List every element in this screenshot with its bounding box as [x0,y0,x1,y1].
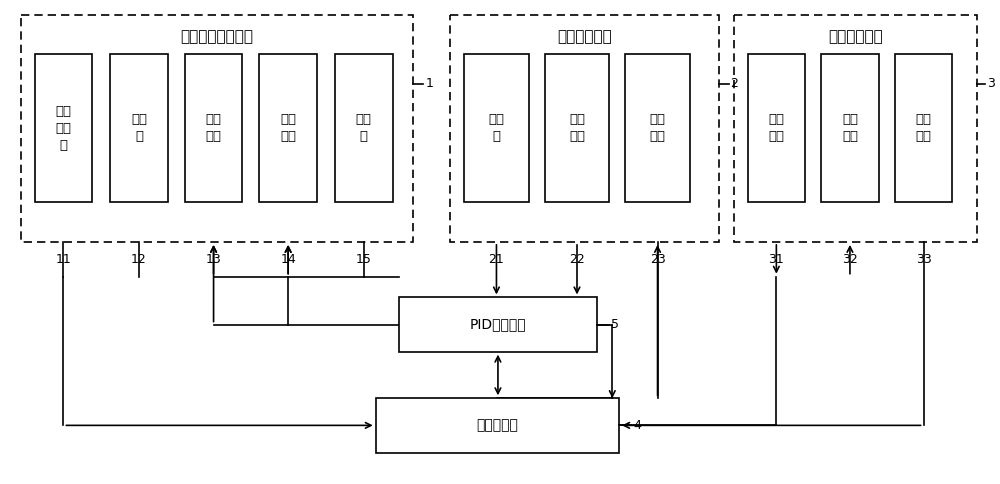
Text: 冷却
系统: 冷却 系统 [206,113,222,143]
Bar [21,15,413,242]
Bar [185,54,242,202]
Text: 3: 3 [987,77,995,91]
Bar [35,54,92,202]
Text: 工业
机器
人: 工业 机器 人 [55,105,71,152]
Text: 视觉传感模块: 视觉传感模块 [828,29,883,44]
Bar [464,54,529,202]
Text: 21: 21 [489,253,504,266]
Text: 11: 11 [56,253,71,266]
Text: 光纤
镜头: 光纤 镜头 [569,113,585,143]
Bar [259,54,317,202]
Text: 22: 22 [569,253,585,266]
Bar [748,54,805,202]
Text: 微距
镜头: 微距 镜头 [842,113,858,143]
Text: 工业
相机: 工业 相机 [768,113,784,143]
Bar [376,398,619,453]
Text: 23: 23 [650,253,665,266]
Text: 1: 1 [425,77,433,91]
Text: 14: 14 [280,253,296,266]
Text: 15: 15 [356,253,372,266]
Bar [821,54,879,202]
Text: 嵌入式模块: 嵌入式模块 [477,418,518,432]
Text: 激光增材制造系统: 激光增材制造系统 [181,29,254,44]
Text: 2: 2 [731,77,738,91]
Text: 4: 4 [633,419,641,432]
Text: 5: 5 [611,318,619,331]
Text: 12: 12 [131,253,147,266]
Text: 激光
器: 激光 器 [131,113,147,143]
Text: 32: 32 [842,253,858,266]
Bar [545,54,609,202]
Text: 33: 33 [916,253,931,266]
Bar [399,297,597,352]
Text: 高温
计: 高温 计 [488,113,504,143]
Bar [734,15,977,242]
Bar [335,54,393,202]
Text: PID控制模块: PID控制模块 [470,318,526,332]
Bar [450,15,719,242]
Text: 13: 13 [206,253,221,266]
Bar [110,54,168,202]
Text: 温度传感模块: 温度传感模块 [557,29,612,44]
Text: 送粉
系统: 送粉 系统 [280,113,296,143]
Text: 激光
头: 激光 头 [356,113,372,143]
Bar [625,54,690,202]
Bar [895,54,952,202]
Text: 主动
光源: 主动 光源 [916,113,932,143]
Text: 31: 31 [768,253,784,266]
Text: 同轴
装置: 同轴 装置 [650,113,666,143]
